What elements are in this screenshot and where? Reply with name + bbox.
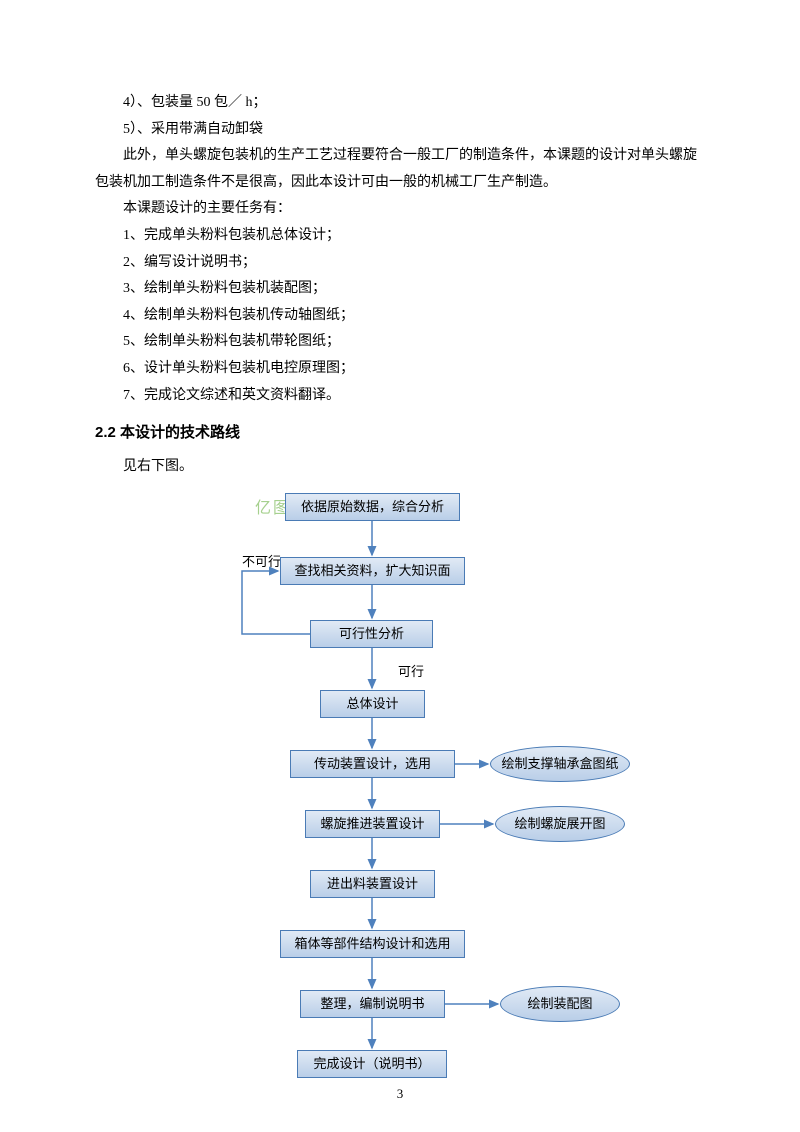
- flow-node: 螺旋推进装置设计: [305, 810, 440, 838]
- flow-label-yes: 可行: [398, 660, 424, 685]
- flow-node: 整理，编制说明书: [300, 990, 445, 1018]
- paragraph: 见右下图。: [95, 454, 705, 481]
- paragraph: 此外，单头螺旋包装机的生产工艺过程要符合一般工厂的制造条件，本课题的设计对单头螺…: [95, 143, 705, 196]
- flow-node: 完成设计（说明书）: [297, 1050, 447, 1078]
- flow-node: 箱体等部件结构设计和选用: [280, 930, 465, 958]
- flow-node: 传动装置设计，选用: [290, 750, 455, 778]
- text-line: 4）、包装量 50 包／ h；: [95, 90, 705, 117]
- flowchart: 亿图试用版 不可行 可行 依据原始数据，: [150, 490, 650, 1100]
- section-heading: 2.2 本设计的技术路线: [95, 419, 705, 448]
- task-item: 5、绘制单头粉料包装机带轮图纸；: [95, 329, 705, 356]
- flow-label-no: 不可行: [242, 550, 281, 575]
- task-item: 3、绘制单头粉料包装机装配图；: [95, 276, 705, 303]
- flow-ellipse: 绘制螺旋展开图: [495, 806, 625, 842]
- flow-node: 总体设计: [320, 690, 425, 718]
- flow-node: 进出料装置设计: [310, 870, 435, 898]
- flow-ellipse: 绘制支撑轴承盒图纸: [490, 746, 630, 782]
- task-item: 1、完成单头粉料包装机总体设计；: [95, 223, 705, 250]
- task-item: 6、设计单头粉料包装机电控原理图；: [95, 356, 705, 383]
- flow-node: 可行性分析: [310, 620, 433, 648]
- task-item: 2、编写设计说明书；: [95, 250, 705, 277]
- page-number: 3: [0, 1086, 800, 1102]
- flow-node: 依据原始数据，综合分析: [285, 493, 460, 521]
- task-item: 7、完成论文综述和英文资料翻译。: [95, 383, 705, 410]
- flow-node: 查找相关资料，扩大知识面: [280, 557, 465, 585]
- text-line: 5）、采用带满自动卸袋: [95, 117, 705, 144]
- paragraph: 本课题设计的主要任务有：: [95, 196, 705, 223]
- task-item: 4、绘制单头粉料包装机传动轴图纸；: [95, 303, 705, 330]
- flow-ellipse: 绘制装配图: [500, 986, 620, 1022]
